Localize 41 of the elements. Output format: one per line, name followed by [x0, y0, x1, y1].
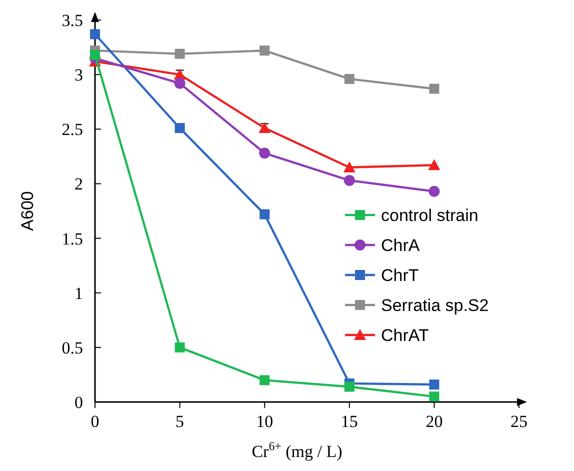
legend-label: ChrA [381, 236, 420, 255]
x-tick-label: 5 [176, 412, 184, 431]
y-tick-label: 3 [74, 66, 83, 85]
point [174, 342, 185, 352]
y-tick-label: 2.5 [62, 120, 83, 140]
y-tick-label: 0.5 [62, 338, 83, 358]
point [174, 78, 186, 89]
point [260, 46, 270, 56]
x-tick-label: 0 [90, 412, 100, 431]
point [428, 159, 440, 170]
y-tick-label: 2 [74, 174, 83, 194]
legend-label: ChrT [381, 266, 419, 285]
point [344, 174, 355, 186]
point [90, 50, 100, 60]
y-tick-label: 1 [74, 284, 83, 303]
x-axis-title: Cr$^{6+}$ (mg / L) [252, 439, 342, 461]
point [174, 123, 185, 134]
point [344, 74, 354, 84]
point [258, 122, 271, 134]
point [260, 375, 270, 386]
point [429, 392, 440, 402]
legend-label: ChrAT [381, 326, 429, 345]
point [429, 84, 440, 94]
point [344, 382, 354, 392]
x-tick-label: 25 [510, 412, 528, 431]
y-axis-title: A600 [18, 191, 37, 231]
y-tick-label: 0 [74, 393, 83, 412]
point [429, 380, 440, 390]
point [260, 209, 270, 220]
x-tick-label: 20 [426, 412, 443, 431]
y-tick-label: 1.5 [62, 229, 83, 248]
point [174, 48, 185, 59]
point [259, 148, 270, 159]
legend-label: Serratia sp.S2 [381, 296, 489, 315]
x-tick-label: 15 [340, 412, 358, 431]
y-tick-label: 3.5 [62, 11, 83, 30]
point [343, 161, 356, 172]
legend-label: control strain [381, 206, 478, 225]
point [428, 186, 440, 197]
point [90, 29, 100, 40]
x-tick-label: 10 [256, 412, 274, 431]
